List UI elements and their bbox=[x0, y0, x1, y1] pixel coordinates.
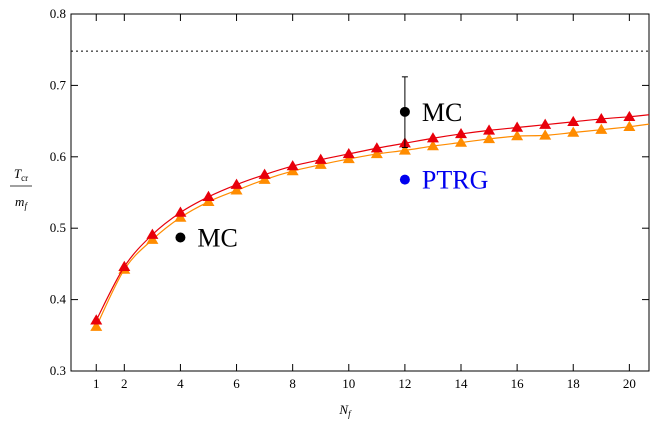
series-marker bbox=[483, 132, 496, 144]
x-tick-label: 16 bbox=[511, 376, 525, 391]
series-marker bbox=[455, 136, 468, 147]
y-axis-label-denominator: mf bbox=[15, 194, 28, 211]
series-marker bbox=[511, 121, 524, 132]
plot-frame bbox=[70, 13, 650, 372]
y-tick-label: 0.5 bbox=[50, 220, 66, 235]
y-tick-label: 0.8 bbox=[50, 6, 66, 21]
point-annotation: PTRG bbox=[422, 166, 488, 195]
series-marker bbox=[146, 228, 159, 239]
y-axis-label-numerator-sub: cr bbox=[21, 173, 28, 183]
series-layer bbox=[90, 110, 650, 331]
x-tick-label: 14 bbox=[455, 376, 469, 391]
x-axis-label-sub: f bbox=[348, 409, 352, 419]
series-marker bbox=[258, 168, 271, 179]
x-tick-label: 8 bbox=[289, 376, 296, 391]
y-tick-label: 0.3 bbox=[50, 363, 66, 378]
series-marker bbox=[539, 129, 552, 140]
series-marker bbox=[286, 160, 299, 171]
series-marker bbox=[118, 260, 131, 271]
x-tick-label: 2 bbox=[121, 376, 128, 391]
series-marker bbox=[370, 147, 383, 159]
x-tick-label: 12 bbox=[398, 376, 411, 391]
series-marker bbox=[426, 140, 439, 151]
point-layer: MC MC PTRG bbox=[175, 76, 488, 252]
series-marker bbox=[370, 142, 383, 153]
x-tick-label: 18 bbox=[567, 376, 580, 391]
x-axis-label: Nf bbox=[338, 402, 352, 419]
series-marker bbox=[511, 130, 524, 141]
series-marker bbox=[595, 123, 608, 134]
series-marker bbox=[623, 120, 636, 132]
y-tick-label: 0.6 bbox=[50, 149, 67, 164]
y-tick-label: 0.4 bbox=[50, 292, 67, 307]
series-marker bbox=[539, 118, 552, 129]
y-tick-label: 0.7 bbox=[50, 77, 67, 92]
x-axis-label-main: N bbox=[338, 402, 349, 417]
series-marker bbox=[483, 124, 496, 135]
y-axis-label-denominator-main: m bbox=[15, 194, 24, 209]
series-marker bbox=[90, 314, 103, 325]
x-tick-label: 6 bbox=[233, 376, 240, 391]
series-marker bbox=[398, 144, 411, 155]
series-marker bbox=[455, 127, 468, 139]
data-point bbox=[175, 232, 186, 243]
series-marker bbox=[174, 206, 187, 217]
series-marker bbox=[623, 110, 636, 122]
series-marker bbox=[230, 178, 243, 189]
x-tick-label: 10 bbox=[342, 376, 355, 391]
series-marker bbox=[90, 320, 103, 331]
series-marker bbox=[314, 153, 327, 164]
data-point bbox=[399, 174, 410, 185]
y-axis-label-numerator: Tcr bbox=[14, 166, 28, 183]
series-marker bbox=[342, 147, 355, 159]
x-tick-label: 4 bbox=[177, 376, 184, 391]
series-marker bbox=[567, 126, 580, 137]
series-marker bbox=[202, 190, 215, 201]
point-annotation: MC bbox=[422, 98, 462, 127]
series-line bbox=[95, 123, 650, 327]
point-annotation: MC bbox=[197, 223, 237, 252]
y-axis-label-numerator-main: T bbox=[14, 166, 22, 181]
series-marker bbox=[230, 184, 243, 195]
series-marker bbox=[595, 112, 608, 124]
series-marker bbox=[567, 115, 580, 127]
x-tick-label: 1 bbox=[93, 376, 100, 391]
axis-layer: 1 2 4 6 8 10 12 14 16 18 200.30.40.50.60.70.8 bbox=[50, 6, 649, 391]
series-marker bbox=[426, 132, 439, 143]
data-point bbox=[399, 106, 410, 117]
y-axis-label-denominator-sub: f bbox=[24, 201, 28, 211]
x-tick-label: 20 bbox=[623, 376, 636, 391]
